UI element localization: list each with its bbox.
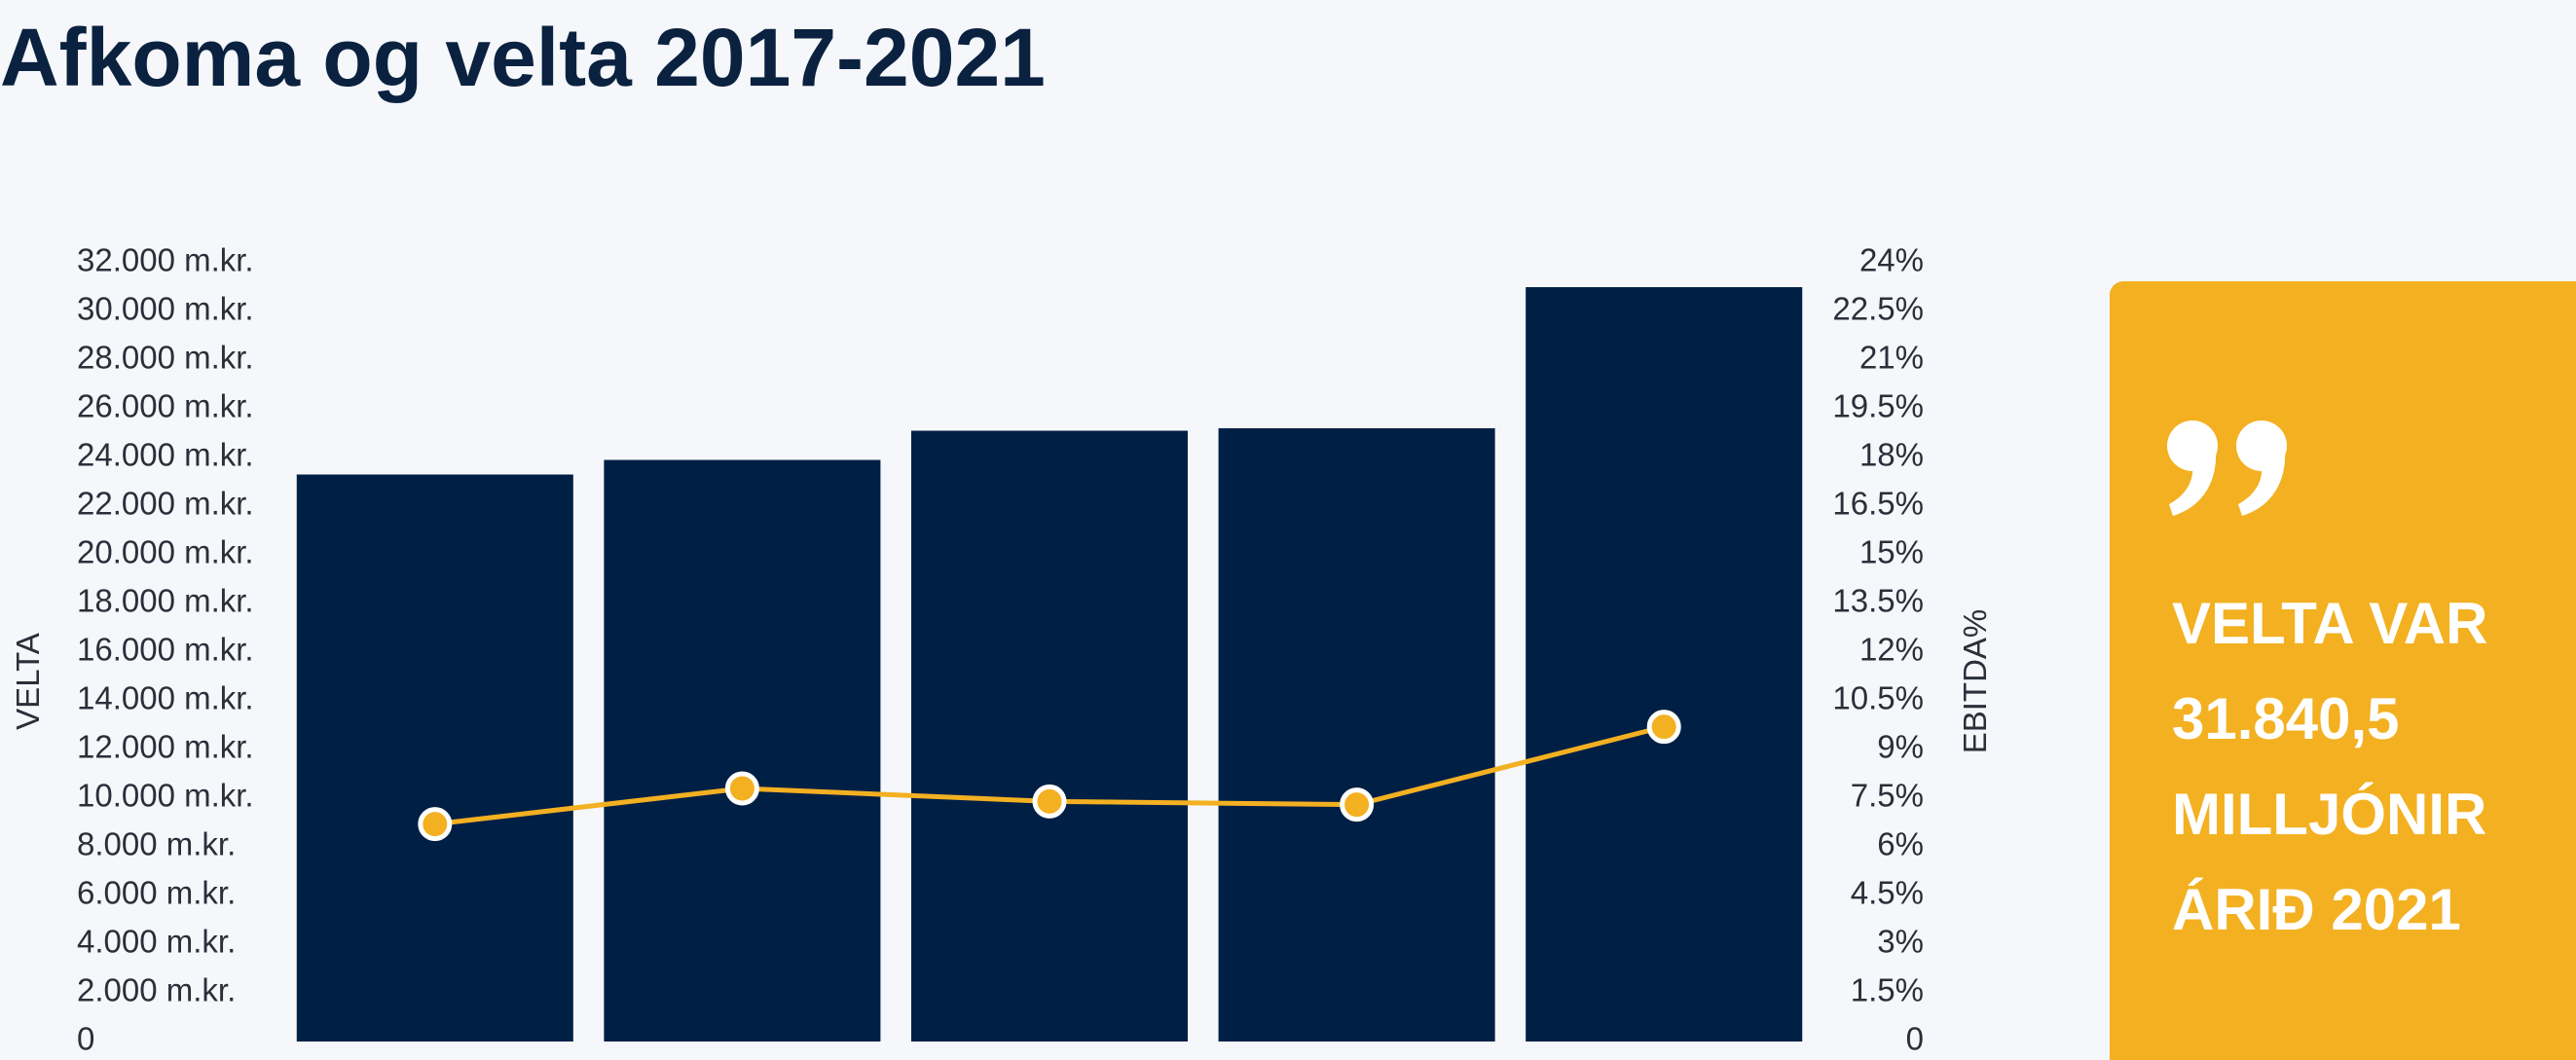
y2-tick-label: 4.5%	[1851, 875, 1924, 911]
y-tick-label: 30.000 m.kr.	[77, 291, 254, 327]
y2-tick-label: 16.5%	[1832, 486, 1924, 522]
y-tick-label: 32.000 m.kr.	[77, 242, 254, 278]
callout-background	[2110, 281, 2576, 1060]
line-marker	[1340, 787, 1375, 822]
y2-tick-label: 22.5%	[1832, 291, 1924, 327]
y-tick-label: 16.000 m.kr.	[77, 632, 254, 668]
y2-tick-label: 1.5%	[1851, 972, 1924, 1008]
y-tick-label: 14.000 m.kr.	[77, 680, 254, 716]
y2-tick-label: 6%	[1877, 826, 1924, 862]
bar	[910, 430, 1189, 1042]
y2-tick-label: 21%	[1859, 340, 1924, 376]
bar	[604, 459, 881, 1042]
y2-tick-label: 24%	[1859, 242, 1924, 278]
y-tick-label: 28.000 m.kr.	[77, 340, 254, 376]
y2-tick-label: 10.5%	[1832, 680, 1924, 716]
y-tick-label: 18.000 m.kr.	[77, 583, 254, 619]
line-marker	[418, 807, 453, 842]
y-tick-label: 8.000 m.kr.	[77, 826, 236, 862]
y2-tick-label: 9%	[1877, 729, 1924, 765]
y-tick-label: 26.000 m.kr.	[77, 388, 254, 424]
y-tick-label: 4.000 m.kr.	[77, 924, 236, 960]
quote-icon	[2167, 420, 2287, 516]
y-tick-label: 12.000 m.kr.	[77, 729, 254, 765]
bar	[296, 474, 573, 1042]
callout-text: VELTA VAR	[2172, 591, 2487, 656]
y-tick-label: 2.000 m.kr.	[77, 972, 236, 1008]
y2-tick-label: 19.5%	[1832, 388, 1924, 424]
callout-text: ÁRIÐ 2021	[2172, 877, 2461, 942]
y-tick-label: 0	[77, 1021, 94, 1057]
y-axis-label: VELTA	[10, 633, 46, 730]
line-marker	[1646, 710, 1681, 745]
y2-tick-label: 7.5%	[1851, 778, 1924, 814]
callout-text: 31.840,5	[2172, 686, 2400, 751]
y2-tick-label: 0	[1906, 1021, 1924, 1057]
line-marker	[724, 771, 759, 806]
chart-title: Afkoma og velta 2017-2021	[0, 12, 1046, 103]
bar	[1218, 428, 1495, 1042]
y2-tick-label: 18%	[1859, 437, 1924, 473]
y-tick-label: 20.000 m.kr.	[77, 534, 254, 570]
y-tick-label: 22.000 m.kr.	[77, 486, 254, 522]
bar	[1526, 287, 1803, 1042]
y-tick-label: 24.000 m.kr.	[77, 437, 254, 473]
line-marker	[1032, 784, 1067, 819]
y2-tick-label: 12%	[1859, 632, 1924, 668]
y2-tick-label: 15%	[1859, 534, 1924, 570]
y2-tick-label: 3%	[1877, 924, 1924, 960]
callout-text: MILLJÓNIR	[2172, 782, 2486, 847]
y-tick-label: 6.000 m.kr.	[77, 875, 236, 911]
y2-axis-label: EBITDA%	[1957, 609, 1993, 754]
y2-tick-label: 13.5%	[1832, 583, 1924, 619]
callout-card: VELTA VAR 31.840,5 MILLJÓNIR ÁRIÐ 2021	[2110, 281, 2576, 1060]
y-tick-label: 10.000 m.kr.	[77, 778, 254, 814]
